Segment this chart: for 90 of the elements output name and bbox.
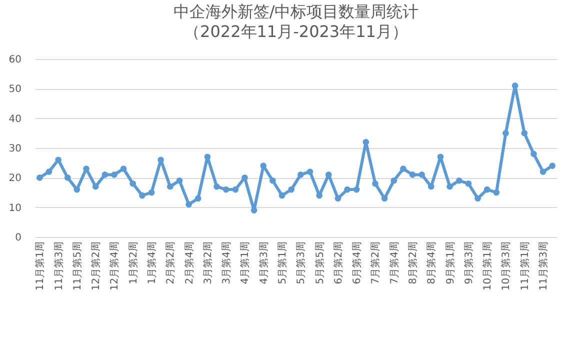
point [278, 192, 286, 199]
point [222, 186, 230, 193]
point [381, 195, 388, 202]
point [194, 195, 202, 202]
point [167, 183, 174, 190]
x-tick-label: 7月第4周 [388, 242, 400, 284]
point [512, 82, 518, 89]
point [530, 150, 537, 158]
point [111, 172, 118, 178]
point [428, 183, 434, 190]
x-tick-label: 1月第4周 [146, 242, 158, 284]
x-tick-label: 3月第4周 [220, 242, 233, 284]
point [353, 186, 360, 193]
point [250, 207, 258, 214]
x-tick-label: 10月第1周 [482, 242, 494, 291]
point [456, 177, 462, 184]
chart-title: 中企海外新签/中标项目数量周统计 [173, 2, 419, 21]
x-tick-label: 12月第4周 [108, 242, 121, 291]
point [344, 186, 350, 193]
y-tick-label: 0 [15, 232, 22, 244]
point [493, 189, 500, 196]
point [64, 174, 71, 181]
x-tick-label: 8月第2周 [407, 242, 420, 284]
y-tick-label: 40 [8, 114, 22, 125]
point [92, 183, 99, 190]
point [158, 156, 164, 164]
point [232, 186, 239, 193]
x-tick-label: 3月第2周 [202, 242, 214, 284]
x-tick-label: 5月第5周 [314, 242, 326, 284]
point [372, 180, 378, 187]
point [334, 195, 342, 202]
point [102, 172, 108, 178]
y-tick-label: 60 [8, 54, 22, 66]
x-tick-label: 12月第2周 [90, 242, 102, 291]
y-tick-label: 10 [8, 202, 22, 214]
chart-subtitle: （2022年11月-2023年11月） [184, 22, 408, 41]
point [418, 172, 425, 178]
point [214, 183, 220, 190]
y-tick-label: 20 [8, 173, 22, 184]
point [316, 192, 322, 199]
x-tick-label: 5月第3周 [295, 242, 308, 284]
point [74, 186, 80, 193]
point [288, 186, 294, 193]
point [325, 172, 332, 178]
x-tick-label: 9月第1周 [444, 242, 456, 284]
point [474, 195, 481, 202]
x-tick-label: 7月第2周 [370, 242, 382, 284]
x-tick-label: 11月第3周 [538, 242, 550, 291]
y-tick-label: 50 [8, 84, 22, 96]
point [148, 189, 155, 196]
point [139, 192, 146, 199]
point [437, 154, 444, 160]
point [465, 180, 472, 187]
x-tick-label: 2月第4周 [183, 242, 196, 284]
x-tick-label: 5月第1周 [276, 242, 289, 284]
x-tick-label: 9月第3周 [462, 242, 475, 284]
x-tick-label: 10月第3周 [500, 242, 512, 291]
point [36, 174, 43, 181]
point [446, 183, 453, 190]
point [46, 168, 52, 175]
point [204, 154, 211, 160]
x-tick-label: 4月第1周 [239, 242, 252, 284]
point [362, 138, 370, 146]
x-tick-label: 6月第4周 [351, 242, 364, 284]
point [540, 168, 546, 175]
point [549, 162, 556, 169]
point [502, 130, 509, 136]
point [484, 186, 490, 193]
point [176, 177, 183, 184]
point [186, 201, 192, 208]
x-tick-label: 8月第4周 [426, 242, 438, 284]
point [260, 162, 267, 169]
x-tick-label: 11月第5周 [71, 242, 84, 291]
x-tick-label: 4月第3周 [258, 242, 270, 284]
x-tick-label: 1月第2周 [127, 242, 140, 284]
point [306, 168, 314, 175]
point [130, 180, 136, 187]
x-tick-label: 11月第3周 [52, 242, 65, 291]
point [390, 177, 398, 184]
point [521, 130, 528, 136]
x-tick-label: 11月第1周 [34, 242, 46, 291]
point [298, 172, 304, 178]
y-tick-label: 30 [8, 144, 22, 154]
x-tick-label: 2月第2周 [164, 242, 177, 284]
point [120, 166, 127, 172]
x-tick-label: 11月第1周 [518, 242, 531, 291]
point [270, 177, 276, 184]
x-tick-label: 6月第2周 [332, 242, 344, 284]
point [400, 166, 406, 172]
point [409, 172, 416, 178]
